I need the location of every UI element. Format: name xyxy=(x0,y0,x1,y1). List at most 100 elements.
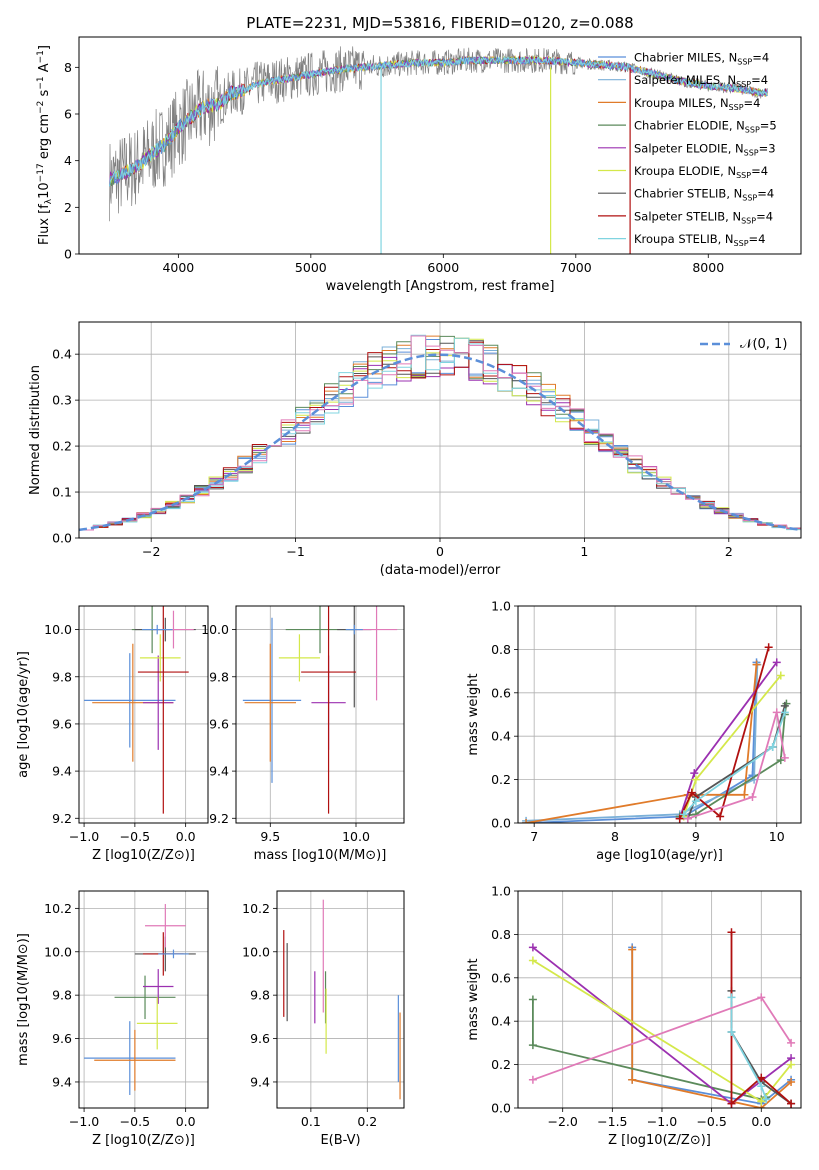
x-tick-label: −0.5 xyxy=(120,829,150,844)
marker xyxy=(727,1028,736,1037)
x-tick-label: 1 xyxy=(580,544,588,559)
y-tick-label: 9.6 xyxy=(250,1031,270,1046)
marker xyxy=(776,756,785,765)
y-tick-label: 10.0 xyxy=(44,622,72,637)
y-tick-label: 9.8 xyxy=(52,988,72,1003)
marker xyxy=(757,1097,766,1106)
marker xyxy=(687,788,696,797)
y-axis-label: mass [log10(M/M⊙)] xyxy=(16,933,31,1066)
legend-n: =4 xyxy=(751,164,768,178)
y-tick-label: 9.2 xyxy=(52,811,72,826)
x-axis-label: Z [log10(Z/Z⊙)] xyxy=(608,1133,711,1148)
legend-sub: SSP xyxy=(742,194,757,203)
panel-mass_vs_Z: −1.0 −0.5 0.0 9.4 9.6 9.8 10.0 10.2 Z [log10(Z/Z… xyxy=(16,890,209,1148)
plot-area xyxy=(528,928,796,1108)
x-tick-label: 0.2 xyxy=(357,1114,377,1129)
x-tick-label: −1 xyxy=(286,544,304,559)
x-tick-label: −2.0 xyxy=(548,1114,578,1129)
marker xyxy=(787,1099,796,1108)
x-tick-label: 4000 xyxy=(162,260,194,275)
legend-sub: SSP xyxy=(745,126,760,135)
x-tick-label: −2 xyxy=(142,544,160,559)
model-kroupa_stelib xyxy=(109,55,769,187)
marker xyxy=(727,993,736,1002)
marker xyxy=(528,956,537,965)
legend-label: Chabrier ELODIE, NSSP=5 xyxy=(634,119,777,135)
axes-frame xyxy=(78,36,802,255)
axes-frame xyxy=(235,605,405,824)
legend-sub: SSP xyxy=(737,58,752,67)
y-tick-label: 9.4 xyxy=(250,1074,270,1089)
y-axis-label: age [log10(age/yr)] xyxy=(16,651,31,778)
x-axis-label: Z [log10(Z/Z⊙)] xyxy=(92,1133,195,1148)
marker xyxy=(528,995,537,1004)
plot-area xyxy=(84,904,196,1095)
y-tick-label: 0 xyxy=(64,247,72,262)
y-tick-label: 0.1 xyxy=(52,485,72,500)
y-tick-label: 0.2 xyxy=(491,772,511,787)
y-tick-label: 0.0 xyxy=(491,816,511,831)
series-kroupa_miles xyxy=(525,664,758,823)
legend-sub: SSP xyxy=(736,80,751,89)
gaussian-curve xyxy=(79,353,801,532)
marker xyxy=(780,708,789,717)
marker xyxy=(683,814,692,823)
legend-label: Chabrier MILES, NSSP=4 xyxy=(634,51,769,67)
y-tick-label: 9.4 xyxy=(52,1074,72,1089)
legend-label: Salpeter MILES, NSSP=4 xyxy=(634,73,768,89)
legend-label: Chabrier STELIB, NSSP=4 xyxy=(634,187,774,203)
legend-n: =4 xyxy=(752,51,769,65)
y-tick-label: 9.6 xyxy=(52,1031,72,1046)
y-tick-label: 0.6 xyxy=(491,685,511,700)
y-tick-label: 9.6 xyxy=(52,716,72,731)
y-tick-label: 0.2 xyxy=(491,1057,511,1072)
y-tick-label: 0.2 xyxy=(52,439,72,454)
plot-area xyxy=(79,334,801,532)
marker xyxy=(691,775,700,784)
marker xyxy=(762,1095,771,1104)
y-tick-label: 9.4 xyxy=(52,764,72,779)
panel-residuals: −2 −1 0 1 2 0.0 0.1 0.2 0.3 0.4 (data-model)/error… xyxy=(28,321,802,578)
x-tick-label: 5000 xyxy=(295,260,327,275)
marker xyxy=(528,943,537,952)
marker xyxy=(787,1060,796,1069)
data-spectrum xyxy=(109,46,768,222)
legend-n: =4 xyxy=(757,187,774,201)
chart-title: PLATE=2231, MJD=53816, FIBERID=0120, z=0… xyxy=(246,14,633,32)
marker xyxy=(716,812,725,821)
axes-frame xyxy=(517,605,802,824)
y-tick-label: 1.0 xyxy=(491,884,511,899)
x-tick-label: −1.5 xyxy=(597,1114,627,1129)
y-tick-label: 10.2 xyxy=(242,901,270,916)
marker xyxy=(528,1075,537,1084)
series-salpeter_stelib xyxy=(678,646,770,820)
legend-n: =4 xyxy=(749,232,766,246)
y-tick-label: 8 xyxy=(64,60,72,75)
y-tick-label: 9.8 xyxy=(209,669,229,684)
y-tick-label: 0.3 xyxy=(52,393,72,408)
y-tick-label: 0.0 xyxy=(52,531,72,546)
y-axis-label: Normed distribution xyxy=(28,365,43,495)
marker xyxy=(727,1099,736,1108)
marker xyxy=(787,1038,796,1047)
plot-area xyxy=(242,606,398,814)
x-tick-label: 10 xyxy=(769,829,785,844)
panel-spectrum: 4000 5000 6000 7000 8000 0 2 4 6 8 wavelength [Ang… xyxy=(36,36,802,294)
x-tick-label: −1.0 xyxy=(69,1114,99,1129)
y-tick-label: 4 xyxy=(64,153,72,168)
legend-sub: SSP xyxy=(734,239,749,248)
marker xyxy=(772,708,781,717)
legend-label: Kroupa STELIB, NSSP=4 xyxy=(634,232,765,248)
x-tick-label: 0.0 xyxy=(751,1114,771,1129)
marker xyxy=(628,945,637,954)
y-axis-label: mass weight xyxy=(466,958,481,1040)
axes-frame xyxy=(517,890,802,1109)
y-tick-label: 1.0 xyxy=(491,599,511,614)
legend-label: Salpeter STELIB, NSSP=4 xyxy=(634,209,773,225)
x-tick-label: 0.1 xyxy=(301,1114,321,1129)
plot-area xyxy=(283,899,401,1100)
legend-sub: SSP xyxy=(729,103,744,112)
x-tick-label: 10.0 xyxy=(342,829,370,844)
x-tick-label: 0.0 xyxy=(176,829,196,844)
